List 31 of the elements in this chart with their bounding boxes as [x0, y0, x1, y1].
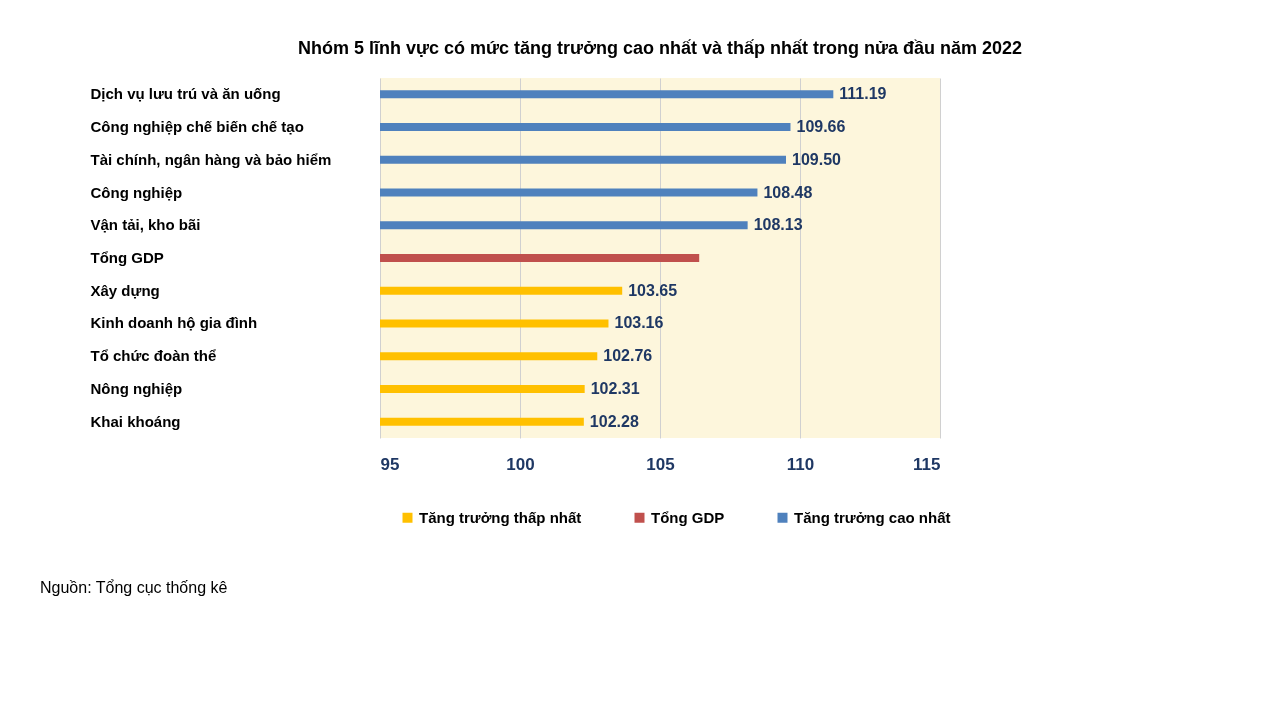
- data-label: 109.50: [792, 150, 842, 168]
- y-tick-label: Vận tải, kho bãi: [90, 216, 201, 234]
- data-label: 102.76: [603, 347, 653, 365]
- y-tick-label: Dịch vụ lưu trú và ăn uống: [90, 85, 281, 103]
- y-tick-label: Công nghiệp: [90, 183, 183, 201]
- legend-label: Tăng trưởng thấp nhất: [419, 508, 582, 526]
- y-tick-label: Tài chính, ngân hàng và bảo hiểm: [90, 150, 332, 168]
- x-tick-label: 110: [786, 454, 815, 474]
- y-tick-label: Xây dựng: [90, 281, 160, 299]
- chart-title: Nhóm 5 lĩnh vực có mức tăng trưởng cao nhất và thấp nhất trong nửa đầu năm 2022: [297, 38, 1023, 58]
- data-label: 102.31: [590, 379, 640, 397]
- data-label: 103.16: [614, 314, 664, 332]
- x-tick-label: 105: [646, 454, 675, 474]
- y-tick-label: Công nghiệp chế biến chế tạo: [90, 118, 304, 136]
- text: Nguồn: Tổng cục thống kê: [40, 579, 228, 596]
- y-tick-label: Tổng GDP: [90, 249, 164, 266]
- legend-label: Tăng trưởng cao nhất: [794, 508, 951, 526]
- data-label: 108.48: [763, 183, 813, 201]
- y-tick-label: Nông nghiệp: [90, 379, 183, 397]
- x-tick-label: 115: [913, 454, 941, 474]
- y-tick-label: Khai khoáng: [90, 412, 181, 430]
- legend-label: Tổng GDP: [651, 508, 725, 526]
- data-label: 108.13: [753, 216, 803, 234]
- x-tick-label: 95: [380, 454, 400, 474]
- y-tick-label: Tổ chức đoàn thể: [90, 347, 217, 365]
- y-tick-label: Kinh doanh hộ gia đình: [90, 314, 258, 332]
- data-label: 103.65: [628, 281, 678, 299]
- x-tick-label: 100: [506, 454, 535, 474]
- data-label: 111.19: [839, 85, 887, 103]
- data-label: 109.66: [796, 118, 846, 136]
- data-label: 102.28: [589, 412, 639, 430]
